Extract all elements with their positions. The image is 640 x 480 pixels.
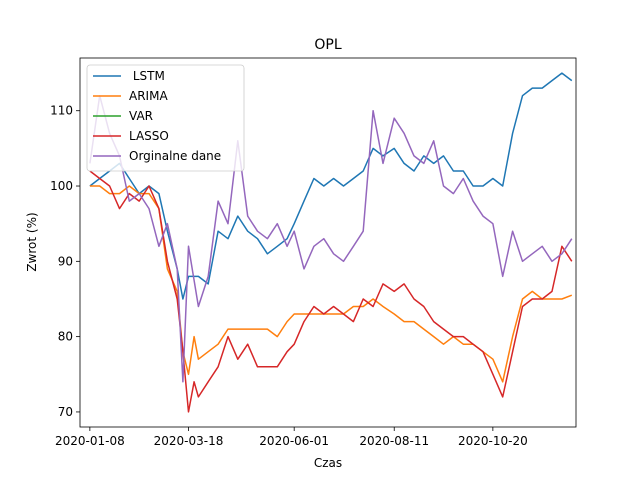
plot-area-frame [79,57,577,428]
series-line-arima [89,185,573,383]
chart-title: OPL [314,37,341,53]
x-axis: 2020-01-08 2020-03-18 2020-06-01 2020-08-11… [55,427,528,448]
legend-box [86,64,245,172]
legend-label: ARIMA [129,89,168,103]
x-tick-label: 2020-03-18 [154,434,224,448]
y-tick-label: 70 [58,405,73,419]
y-tick-label: 80 [58,330,73,344]
y-tick-label: 90 [58,254,73,268]
x-tick-label: 2020-01-08 [55,434,125,448]
x-tick-label: 2020-06-01 [259,434,329,448]
series-line-lstm [89,72,573,300]
legend-label: LSTM [129,69,165,83]
y-tick-label: 110 [50,104,73,118]
y-axis: 70 80 90 100 110 [50,104,80,419]
legend-label: Orginalne dane [129,149,221,163]
x-tick-label: 2020-08-11 [359,434,429,448]
y-tick-label: 100 [50,179,73,193]
legend-label: VAR [129,109,153,123]
series-line-orginalne-dane [89,94,573,383]
series-layer [89,72,573,413]
legend-label: LASSO [129,129,169,143]
y-axis-label: Zwrot (%) [25,212,39,271]
legend: LSTM ARIMA VAR LASSO Orginalne dane [86,64,245,172]
series-line-lasso [89,170,573,413]
x-axis-label: Czas [314,456,342,470]
x-tick-label: 2020-10-20 [458,434,528,448]
